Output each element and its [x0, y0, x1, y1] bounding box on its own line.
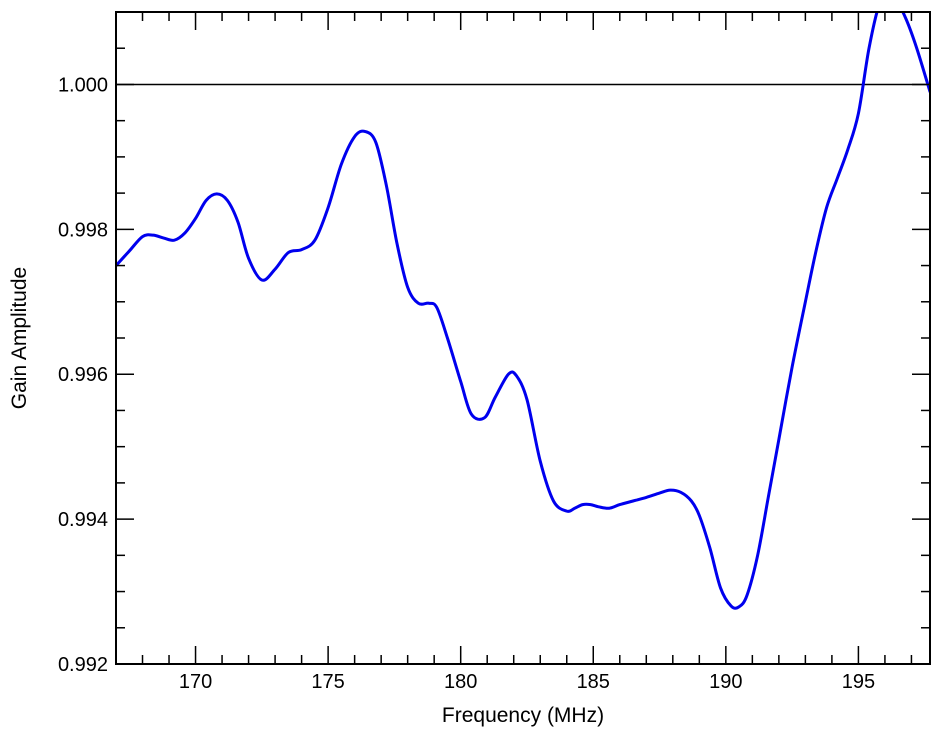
- y-tick-label: 0.992: [58, 654, 108, 676]
- y-axis-title: Gain Amplitude: [8, 267, 31, 409]
- x-axis-title: Frequency (MHz): [442, 704, 604, 727]
- x-tick-label: 185: [577, 671, 610, 693]
- series-layer: [116, 12, 930, 610]
- plot-frame: [115, 11, 931, 665]
- tick-layer: [115, 11, 930, 665]
- x-tick-label: 180: [444, 671, 477, 693]
- x-tick-label: 175: [311, 671, 344, 693]
- series-line: [116, 12, 930, 610]
- x-tick-label: 195: [842, 671, 875, 693]
- tick-label-layer: 170 175 180 185 190 195 0.992 0.994 0.996 0.998 1.…: [58, 74, 875, 693]
- x-tick-label: 190: [709, 671, 742, 693]
- y-tick-label: 1.000: [58, 74, 108, 96]
- y-tick-label: 0.994: [58, 509, 108, 531]
- x-tick-label: 170: [179, 671, 212, 693]
- y-tick-label: 0.996: [58, 364, 108, 386]
- y-tick-label: 0.998: [58, 219, 108, 241]
